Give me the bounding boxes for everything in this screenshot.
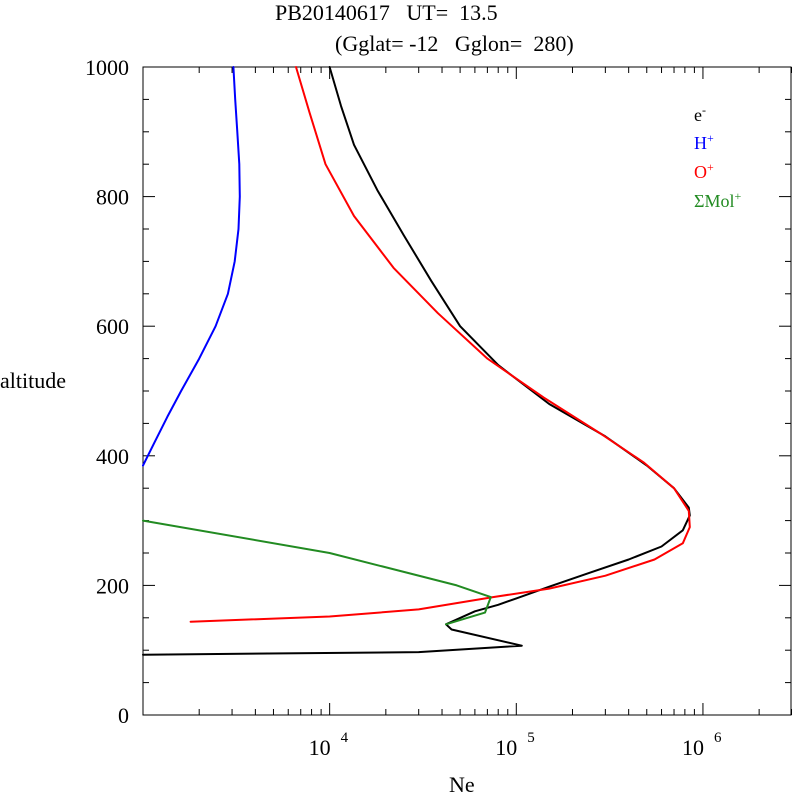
legend-entry-molecular-ions: ΣMol+ bbox=[694, 189, 741, 212]
legend-charge: - bbox=[702, 103, 706, 117]
y-tick-label: 800 bbox=[96, 185, 129, 210]
electron-density-line bbox=[142, 66, 691, 656]
y-tick-label: 600 bbox=[96, 314, 129, 339]
legend-label: O bbox=[694, 162, 707, 182]
chart-title-line1: PB20140617 UT= 13.5 bbox=[275, 0, 498, 25]
x-axis-label: Ne bbox=[449, 772, 475, 797]
x-tick-label: 10 bbox=[682, 735, 704, 760]
x-tick-label: 10 bbox=[309, 735, 331, 760]
legend-label: H bbox=[694, 133, 707, 153]
x-tick-label-exponent: 4 bbox=[341, 730, 349, 746]
x-tick-label-exponent: 6 bbox=[714, 730, 722, 746]
legend-entry-h-plus: H+ bbox=[694, 131, 714, 154]
h-plus-line bbox=[142, 66, 241, 467]
legend-entry-electrons: e- bbox=[694, 103, 706, 126]
legend-label: ΣMol bbox=[694, 191, 735, 211]
molecular-ions-line bbox=[142, 519, 492, 626]
legend-charge: + bbox=[707, 160, 714, 174]
y-tick-label: 400 bbox=[96, 444, 129, 469]
chart-title-line2: (Gglat= -12 Gglon= 280) bbox=[335, 31, 574, 56]
legend-charge: + bbox=[734, 189, 742, 203]
legend-entry-o-plus: O+ bbox=[694, 160, 714, 183]
legend-label: e bbox=[694, 105, 702, 125]
y-tick-label: 200 bbox=[96, 573, 129, 598]
x-tick-label-exponent: 5 bbox=[527, 730, 535, 746]
y-tick-label: 1000 bbox=[85, 55, 129, 80]
x-tick-label: 10 bbox=[495, 735, 517, 760]
o-plus-line bbox=[189, 66, 691, 623]
y-tick-label: 0 bbox=[118, 703, 129, 728]
y-axis-label: altitude bbox=[0, 368, 66, 393]
legend-charge: + bbox=[707, 131, 714, 145]
